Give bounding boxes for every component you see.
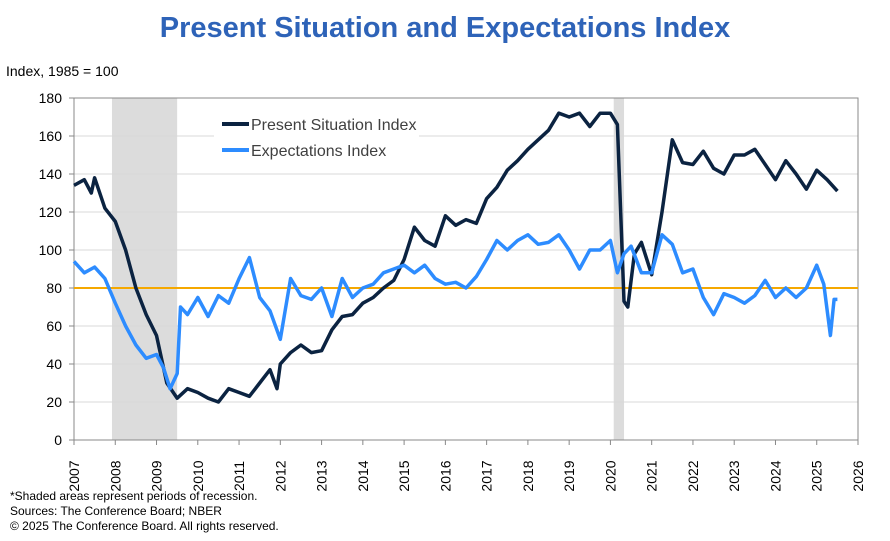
plot-frame — [73, 97, 859, 441]
x-tick-label: 2022 — [685, 460, 701, 491]
x-tick-label: 2009 — [149, 460, 165, 491]
x-tick-label: 2019 — [561, 460, 577, 491]
footer: *Shaded areas represent periods of reces… — [10, 489, 279, 534]
y-tick-label: 120 — [39, 204, 63, 220]
legend-background — [214, 110, 419, 162]
y-tick-label: 40 — [46, 356, 62, 372]
x-tick-label: 2008 — [107, 460, 123, 491]
x-tick-label: 2024 — [767, 460, 783, 491]
footer-sources: Sources: The Conference Board; NBER — [10, 504, 222, 518]
x-tick-label: 2014 — [355, 460, 371, 491]
x-tick-label: 2013 — [314, 460, 330, 491]
series-line-expectations — [72, 233, 838, 391]
y-axis-label: Index, 1985 = 100 — [6, 63, 119, 79]
x-tick-label: 2023 — [726, 460, 742, 491]
x-tick-label: 2010 — [190, 460, 206, 491]
x-tick-label: 2026 — [850, 460, 866, 491]
legend-label: Expectations Index — [251, 143, 386, 160]
x-tick-label: 2021 — [644, 460, 660, 491]
y-tick-label: 160 — [39, 128, 63, 144]
recession-shade — [111, 98, 178, 440]
footer-note: *Shaded areas represent periods of reces… — [10, 489, 258, 503]
x-tick-label: 2016 — [437, 460, 453, 491]
x-tick-label: 2007 — [66, 460, 82, 491]
x-tick-label: 2018 — [520, 460, 536, 491]
x-tick-label: 2025 — [809, 460, 825, 491]
y-tick-label: 80 — [46, 280, 62, 296]
chart-title: Present Situation and Expectations Index — [159, 12, 731, 44]
footer-copyright: © 2025 The Conference Board. All rights … — [10, 519, 279, 533]
legend-label: Present Situation Index — [251, 117, 416, 134]
y-tick-label: 20 — [46, 394, 62, 410]
x-tick-label: 2017 — [479, 460, 495, 491]
y-tick-label: 100 — [39, 242, 63, 258]
y-tick-label: 180 — [39, 90, 63, 106]
series-line-present-situation — [73, 111, 839, 404]
x-tick-label: 2011 — [231, 461, 247, 491]
x-tick-label: 2012 — [272, 460, 288, 491]
y-tick-label: 140 — [39, 166, 63, 182]
x-tick-label: 2015 — [396, 460, 412, 491]
x-tick-label: 2020 — [602, 460, 618, 491]
y-tick-label: 0 — [54, 432, 62, 448]
y-tick-label: 60 — [46, 318, 62, 334]
